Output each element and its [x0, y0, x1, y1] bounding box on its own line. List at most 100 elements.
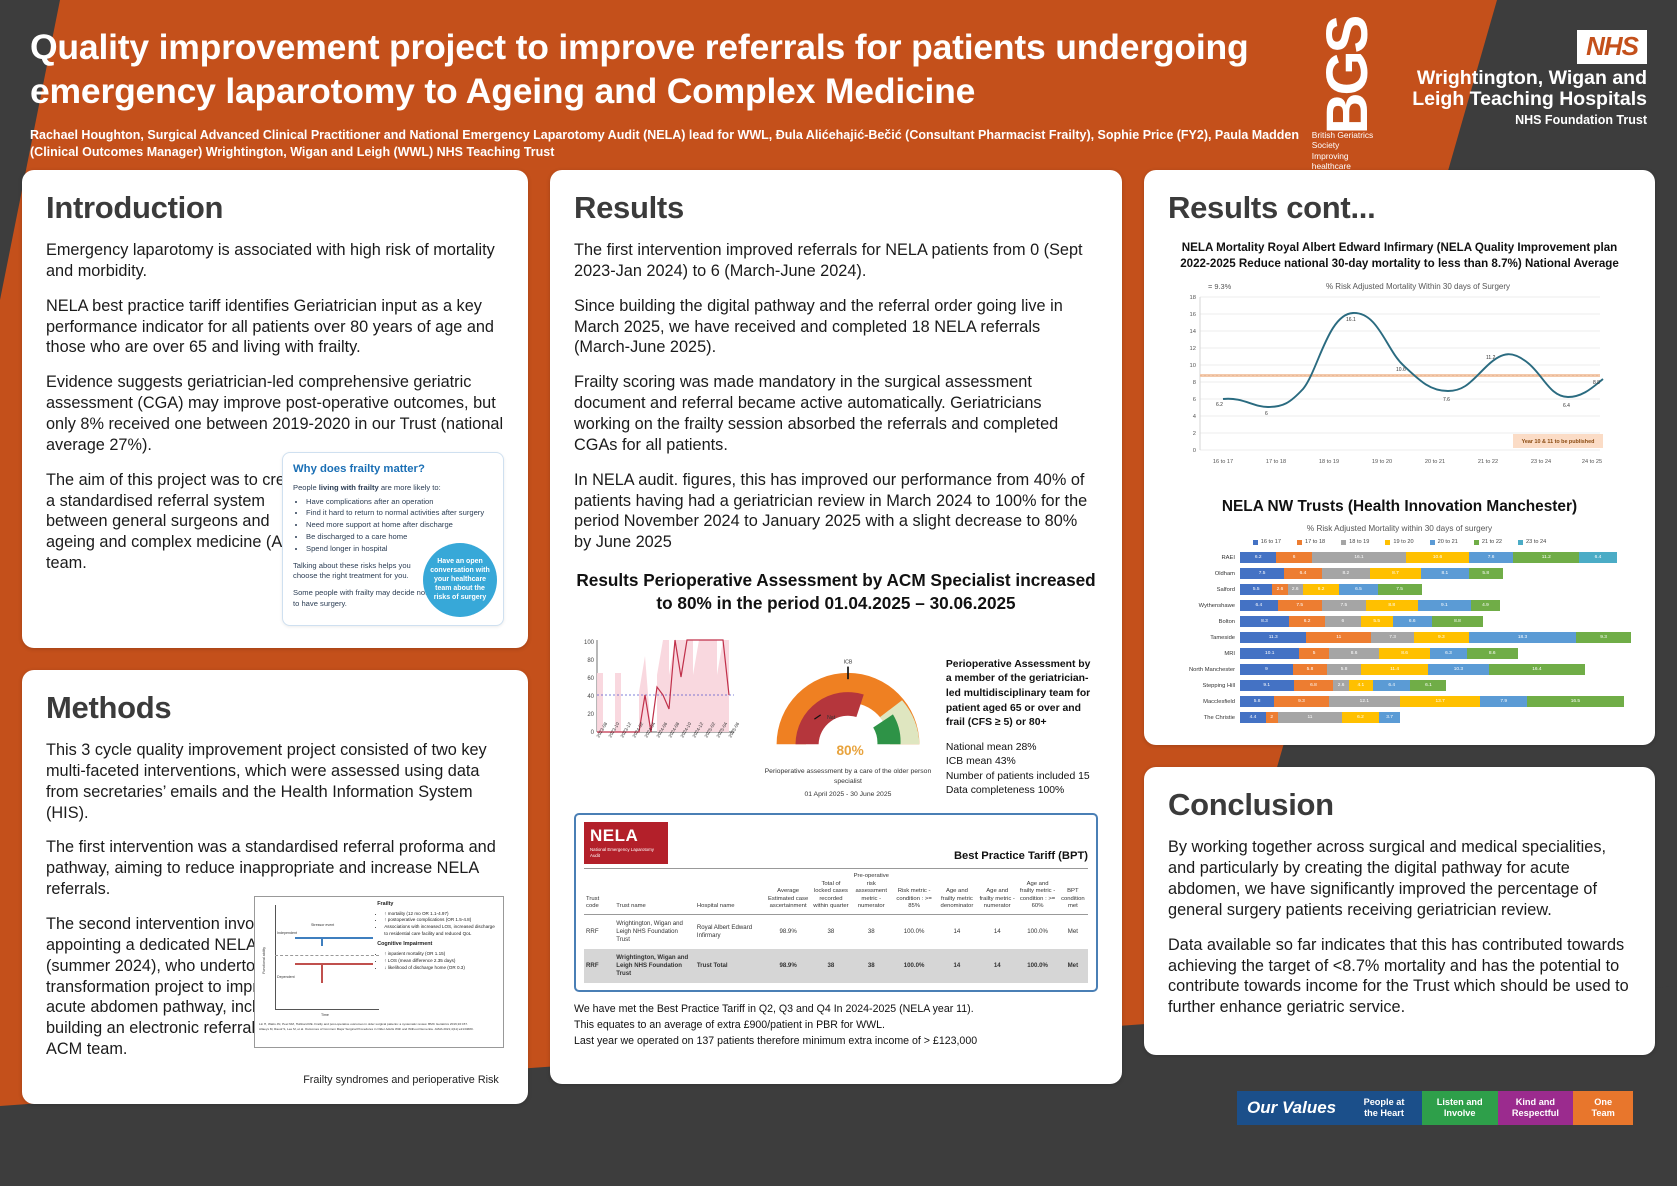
mortality-xtick-1: 17 to 18	[1266, 459, 1286, 465]
run-chart: 100 80 60 40 20 0	[574, 632, 750, 767]
bar-row: MRI 10.1 5 8.6 8.6 6.3 8.6	[1168, 647, 1631, 660]
gauge-nat-label: Nat	[827, 715, 836, 721]
legend-swatch	[1473, 539, 1479, 545]
bar-track: 6.2 6 16.1 10.6 7.6 11.2 6.4	[1240, 552, 1631, 564]
bar-category-label: RAEI	[1221, 554, 1236, 561]
value-listen-and-involve: Listen and Involve	[1421, 1091, 1498, 1126]
bar-category-label: Tameside	[1210, 634, 1236, 641]
cell-risk-metric: 100.0%	[903, 928, 925, 936]
figure-label-stressor: Stressor event	[311, 923, 335, 927]
frailty-inset-para-2: Some people with frailty may decide not …	[293, 588, 428, 608]
bar-segment: 7.5	[1321, 600, 1366, 612]
cell-ascertainment: 98.9%	[779, 961, 797, 969]
bar-segment: 16.4	[1488, 664, 1586, 676]
value-kind-and-respectful: Kind and Respectful	[1497, 1091, 1574, 1126]
svg-text:2025-06: 2025-06	[728, 721, 741, 738]
list-item: Have complications after an operation	[306, 497, 493, 507]
legend-item: 23 to 24	[1518, 539, 1546, 545]
bar-segment: 8.1	[1421, 568, 1469, 580]
bpt-note-1: We have met the Best Practice Tariff in …	[574, 1002, 974, 1015]
col-risk-metric: Risk metric - condition : >= 85%	[891, 868, 937, 916]
mortality-label-7: 8.8	[1593, 380, 1600, 386]
legend-item: 17 to 18	[1296, 539, 1326, 546]
results-paragraph-1: The first intervention improved referral…	[574, 241, 1083, 280]
svg-text:100: 100	[584, 640, 595, 646]
frailty-inset-heading: Why does frailty matter?	[293, 463, 425, 475]
bar-segment: 3.7	[1378, 712, 1401, 724]
col-trust-code: Trust code	[584, 868, 615, 916]
gauge-value-label: 80%	[836, 743, 863, 758]
legend-item: 18 to 19	[1341, 539, 1369, 545]
bar-segment: 7.5	[1377, 584, 1422, 596]
bar-segment: 5.5	[1240, 584, 1273, 596]
bar-segment: 2	[1265, 712, 1278, 724]
svg-text:14: 14	[1190, 329, 1197, 335]
mortality-xtick-6: 23 to 24	[1531, 459, 1551, 465]
mortality-label-3: 10.6	[1396, 367, 1406, 373]
nela-logo-subtext: National Emergency Laparotomy Audit	[590, 847, 654, 858]
bar-segment: 5.8	[1468, 568, 1503, 580]
author-list: Rachael Houghton, Surgical Advanced Clin…	[30, 128, 1299, 160]
methods-content: This 3 cycle quality improvement project…	[46, 740, 505, 1060]
list-item: ↑ postoperative complications (OR 1.5-4.…	[384, 917, 499, 924]
bar-category-label: North Manchester	[1188, 666, 1236, 673]
list-item: ↑ inpatient mortality (OR 1.15)	[384, 951, 499, 958]
bar-segment: 9.3	[1576, 632, 1631, 644]
svg-text:12: 12	[1190, 346, 1196, 352]
frailty-bubble: Have an open conversation with your heal…	[423, 542, 498, 617]
nela-table-header: NELA National Emergency Laparotomy Audit…	[584, 822, 1088, 865]
perioperative-definition: Perioperative Assessment by a member of …	[945, 658, 1091, 729]
bar-segment: 10.6	[1406, 552, 1469, 564]
col-trust-name: Trust name	[614, 868, 695, 916]
nw-trusts-subtitle: % Risk Adjusted Mortality within 30 days…	[1306, 524, 1493, 534]
cell-hospital: Trust Total	[696, 961, 728, 969]
nw-trusts-title: NELA NW Trusts (Health Innovation Manche…	[1221, 498, 1578, 516]
svg-text:80: 80	[587, 658, 594, 664]
bar-segment: 6.2	[1240, 552, 1277, 564]
bgs-monogram: BGS	[1314, 17, 1380, 135]
column-middle: Results The first intervention improved …	[550, 170, 1123, 1084]
svg-text:8: 8	[1193, 380, 1196, 386]
bar-track: 11.3 11 7.3 9.3 18.3 9.3	[1240, 632, 1631, 644]
bar-segment: 6	[1276, 552, 1312, 564]
table-row: RRF Wrightington, Wigan and Leigh NHS Fo…	[584, 949, 1089, 983]
bar-segment: 6.2	[1288, 616, 1326, 628]
intro-paragraph-3-text: Evidence suggests geriatrician-led compr…	[46, 373, 504, 454]
figure-cognitive-bullets: ↑ inpatient mortality (OR 1.15) ↑ LOS (m…	[384, 951, 499, 971]
bar-track: 10.1 5 8.6 8.6 6.3 8.6	[1240, 648, 1631, 660]
national-mean: National mean 28%	[945, 741, 1037, 753]
cell-trust-name: Wrightington, Wigan and Leigh NHS Founda…	[616, 954, 689, 977]
bar-row: Tameside 11.3 11 7.3 9.3 18.3 9.3	[1168, 631, 1631, 644]
header-logos: BGS British Geriatrics Society Improving…	[1312, 18, 1647, 181]
bar-segment: 8.8	[1365, 600, 1418, 612]
col-bpt-met: BPT condition met	[1057, 868, 1089, 916]
figure-series-fit	[295, 937, 374, 939]
bar-row: Bolton 8.3 6.2 6 5.5 6.6 8.8	[1168, 615, 1631, 628]
figure-frailty-bullets: ↑ mortality (12 mo OR 1.1-4.97) ↑ postop…	[384, 911, 499, 938]
bar-segment: 2.6	[1272, 584, 1288, 596]
mortality-line-chart: = 9.3% % Risk Adjusted Mortality Within …	[1168, 279, 1631, 484]
nw-trusts-bar-chart: RAEI 6.2 6 16.1 10.6 7.6 11.2 6.4 Oldham 7.5 6.4 8.…	[1168, 551, 1631, 724]
patients-included: Number of patients included 15	[945, 770, 1090, 782]
bar-track: 4.4 2 11 6.2 3.7	[1240, 712, 1631, 724]
legend-label: 23 to 24	[1526, 539, 1547, 546]
bar-segment: 7.5	[1277, 600, 1322, 612]
cell-locked-cases: 38	[827, 928, 835, 936]
bar-segment: 8.7	[1369, 568, 1422, 580]
legend-item: 19 to 20	[1385, 539, 1414, 545]
bar-segment: 5.8	[1327, 664, 1362, 676]
legend-swatch	[1385, 539, 1391, 545]
mortality-xtick-3: 19 to 20	[1372, 459, 1392, 465]
frailty-inset-para-1: Talking about these risks helps you choo…	[293, 560, 411, 580]
results-paragraph-4: In NELA audit. figures, this has improve…	[574, 470, 1088, 552]
svg-text:2: 2	[1193, 431, 1196, 437]
mortality-annotation: = 9.3%	[1208, 282, 1232, 291]
methods-paragraph-2: The first intervention was a standardise…	[46, 838, 496, 899]
legend-swatch	[1296, 539, 1302, 545]
legend-label: 17 to 18	[1304, 539, 1326, 546]
nhs-foundation-label: NHS Foundation Trust	[1515, 112, 1647, 127]
mortality-label-1: 6	[1265, 411, 1268, 417]
bar-segment: 7.5	[1240, 568, 1285, 580]
gauge-caption-line-1: Perioperative assessment by a care of th…	[764, 767, 932, 785]
gauge-svg: ICB Nat 80%	[776, 659, 920, 758]
